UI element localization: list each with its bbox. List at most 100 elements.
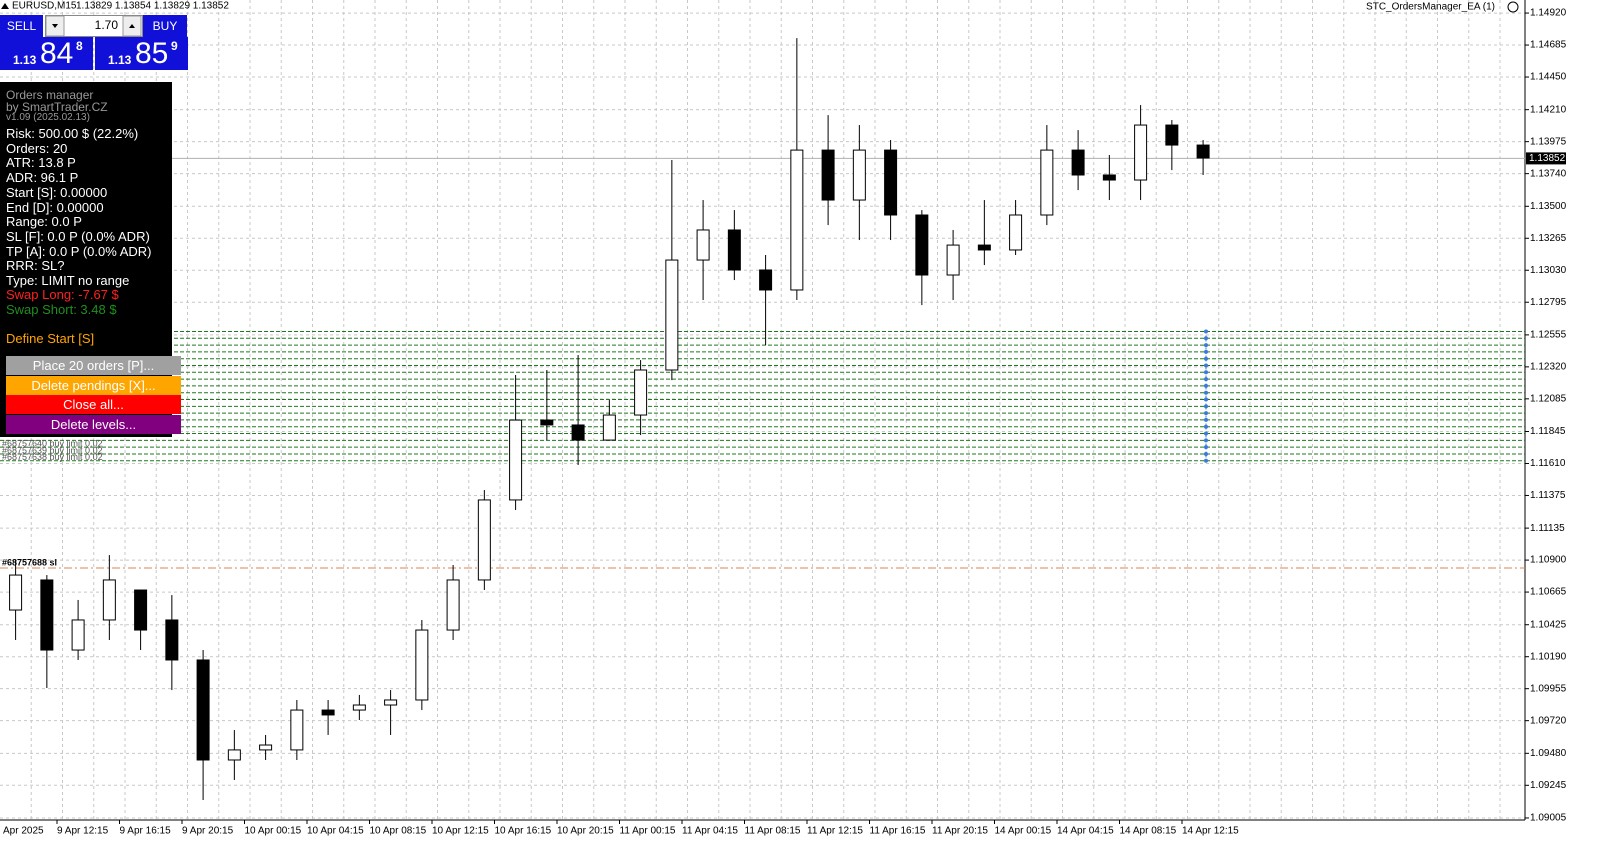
- lot-value[interactable]: 1.70: [94, 18, 118, 32]
- y-tick-label: 1.10900: [1530, 555, 1567, 566]
- ask-last: 9: [171, 39, 178, 53]
- x-tick-label: 10 Apr 12:15: [432, 826, 489, 837]
- sell-button[interactable]: SELL: [0, 15, 43, 37]
- x-tick-label: 14 Apr 08:15: [1120, 826, 1177, 837]
- candle-body: [759, 269, 773, 291]
- sl-label: #68757688 sl: [2, 557, 57, 567]
- candle-body: [259, 744, 273, 751]
- collapse-icon: [1, 3, 9, 9]
- panel-line: Type: LIMIT no range: [6, 273, 130, 288]
- panel-line: ATR: 13.8 P: [6, 155, 76, 171]
- bid-main: 84: [40, 37, 74, 70]
- swap-long: Swap Long: -7.67 $: [6, 287, 119, 302]
- y-tick-label: 1.14210: [1530, 104, 1567, 115]
- ask-box[interactable]: 1.13 85 9: [95, 37, 188, 70]
- swap-short: Swap Short: 3.48 $: [6, 302, 117, 317]
- candle-body: [1071, 149, 1085, 176]
- symbol: EURUSD,M15: [12, 1, 77, 12]
- x-tick-label: 14 Apr 00:15: [995, 826, 1052, 837]
- y-tick-label: 1.11845: [1530, 426, 1566, 437]
- delete-levels-button[interactable]: Delete levels...: [6, 415, 181, 434]
- price-tag: [1526, 152, 1566, 165]
- x-tick-label: 11 Apr 00:15: [620, 826, 676, 837]
- level-marker: [1204, 424, 1208, 429]
- delete-pendings-button[interactable]: Delete pendings [X]...: [6, 376, 181, 395]
- x-tick-label: 11 Apr 12:15: [807, 826, 863, 837]
- candle-body: [727, 229, 741, 271]
- expert-name: STC_OrdersManager_EA (1): [1366, 2, 1495, 13]
- order-label: #68757639 buy limit 0.02: [2, 445, 103, 455]
- panel-line: Start [S]: 0.00000: [6, 184, 108, 200]
- candle-body: [384, 699, 398, 706]
- x-tick-label: 10 Apr 16:15: [495, 826, 552, 837]
- order-label: #68757638 buy limit 0.02: [2, 452, 103, 462]
- panel-line: SL [F]: 0.0 P (0.0% ADR): [6, 228, 150, 244]
- candle-body: [165, 619, 179, 661]
- ask-prefix: 1.13: [108, 53, 132, 67]
- y-tick-label: 1.14920: [1530, 8, 1567, 19]
- lot-spinner: 1.70: [45, 15, 143, 37]
- panel-line: End [D]: 0.00000: [6, 199, 104, 215]
- close-all-button[interactable]: Close all...: [6, 395, 181, 414]
- down-arrow: [52, 24, 58, 28]
- y-tick-label: 1.13265: [1530, 233, 1567, 244]
- candle-body: [134, 589, 148, 631]
- candle-body: [1165, 124, 1179, 146]
- spinner-arrows: [46, 16, 142, 36]
- candle-body: [821, 149, 835, 201]
- level-marker: [1204, 445, 1208, 450]
- up-arrow: [129, 24, 135, 28]
- candle-body: [946, 244, 960, 276]
- candle-body: [696, 229, 710, 261]
- y-tick-label: 1.09955: [1530, 683, 1567, 694]
- level-marker: [1204, 363, 1208, 368]
- x-tick-label: 11 Apr 20:15: [932, 826, 988, 837]
- y-tick-label: 1.11610: [1530, 458, 1566, 469]
- candle-body: [1102, 174, 1116, 181]
- candle-body: [852, 149, 866, 201]
- x-tick-label: 11 Apr 16:15: [870, 826, 926, 837]
- candle-body: [321, 709, 335, 716]
- candle-body: [446, 579, 460, 631]
- candle-body: [9, 574, 23, 611]
- x-tick-label: 9 Apr 12:15: [57, 826, 109, 837]
- buy-button[interactable]: BUY: [143, 15, 187, 37]
- level-marker: [1204, 336, 1208, 341]
- y-tick-label: 1.14450: [1530, 72, 1567, 83]
- candle-body: [40, 579, 54, 651]
- place-orders-button[interactable]: Place 20 orders [P]...: [6, 356, 181, 375]
- level-marker: [1204, 377, 1208, 382]
- candle-body: [352, 704, 366, 711]
- candle-body: [1196, 144, 1210, 159]
- level-marker: [1204, 383, 1208, 388]
- x-tick-label: 10 Apr 04:15: [307, 826, 364, 837]
- x-tick-label: 10 Apr 20:15: [557, 826, 614, 837]
- candle-body: [102, 579, 116, 621]
- candle-body: [884, 149, 898, 216]
- panel-line: TP [A]: 0.0 P (0.0% ADR): [6, 243, 152, 259]
- x-tick-label: 14 Apr 12:15: [1182, 826, 1239, 837]
- level-marker: [1204, 431, 1208, 436]
- y-tick-label: 1.13500: [1530, 201, 1567, 212]
- y-tick-label: 1.10665: [1530, 587, 1567, 598]
- define-start: Define Start [S]: [6, 331, 95, 346]
- candle-body: [290, 709, 304, 751]
- candle-body: [665, 259, 679, 371]
- level-marker: [1204, 404, 1208, 409]
- panel-title: Orders manager: [6, 88, 94, 102]
- y-tick-label: 1.12320: [1530, 362, 1567, 373]
- x-tick-label: 11 Apr 08:15: [745, 826, 801, 837]
- bid-box[interactable]: 1.13 84 8: [0, 37, 93, 70]
- ask-main: 85: [135, 37, 169, 70]
- expert-icon: [1507, 1, 1519, 13]
- level-marker: [1204, 356, 1208, 361]
- y-tick-label: 1.12555: [1530, 330, 1567, 341]
- y-tick-label: 1.12795: [1530, 297, 1567, 308]
- price-tag-label: 1.13852: [1529, 153, 1566, 164]
- candle-body: [571, 424, 585, 441]
- x-tick-label: 14 Apr 04:15: [1057, 826, 1114, 837]
- panel-line: ADR: 96.1 P: [6, 170, 79, 186]
- candle-body: [477, 499, 491, 581]
- candle-body: [227, 749, 241, 761]
